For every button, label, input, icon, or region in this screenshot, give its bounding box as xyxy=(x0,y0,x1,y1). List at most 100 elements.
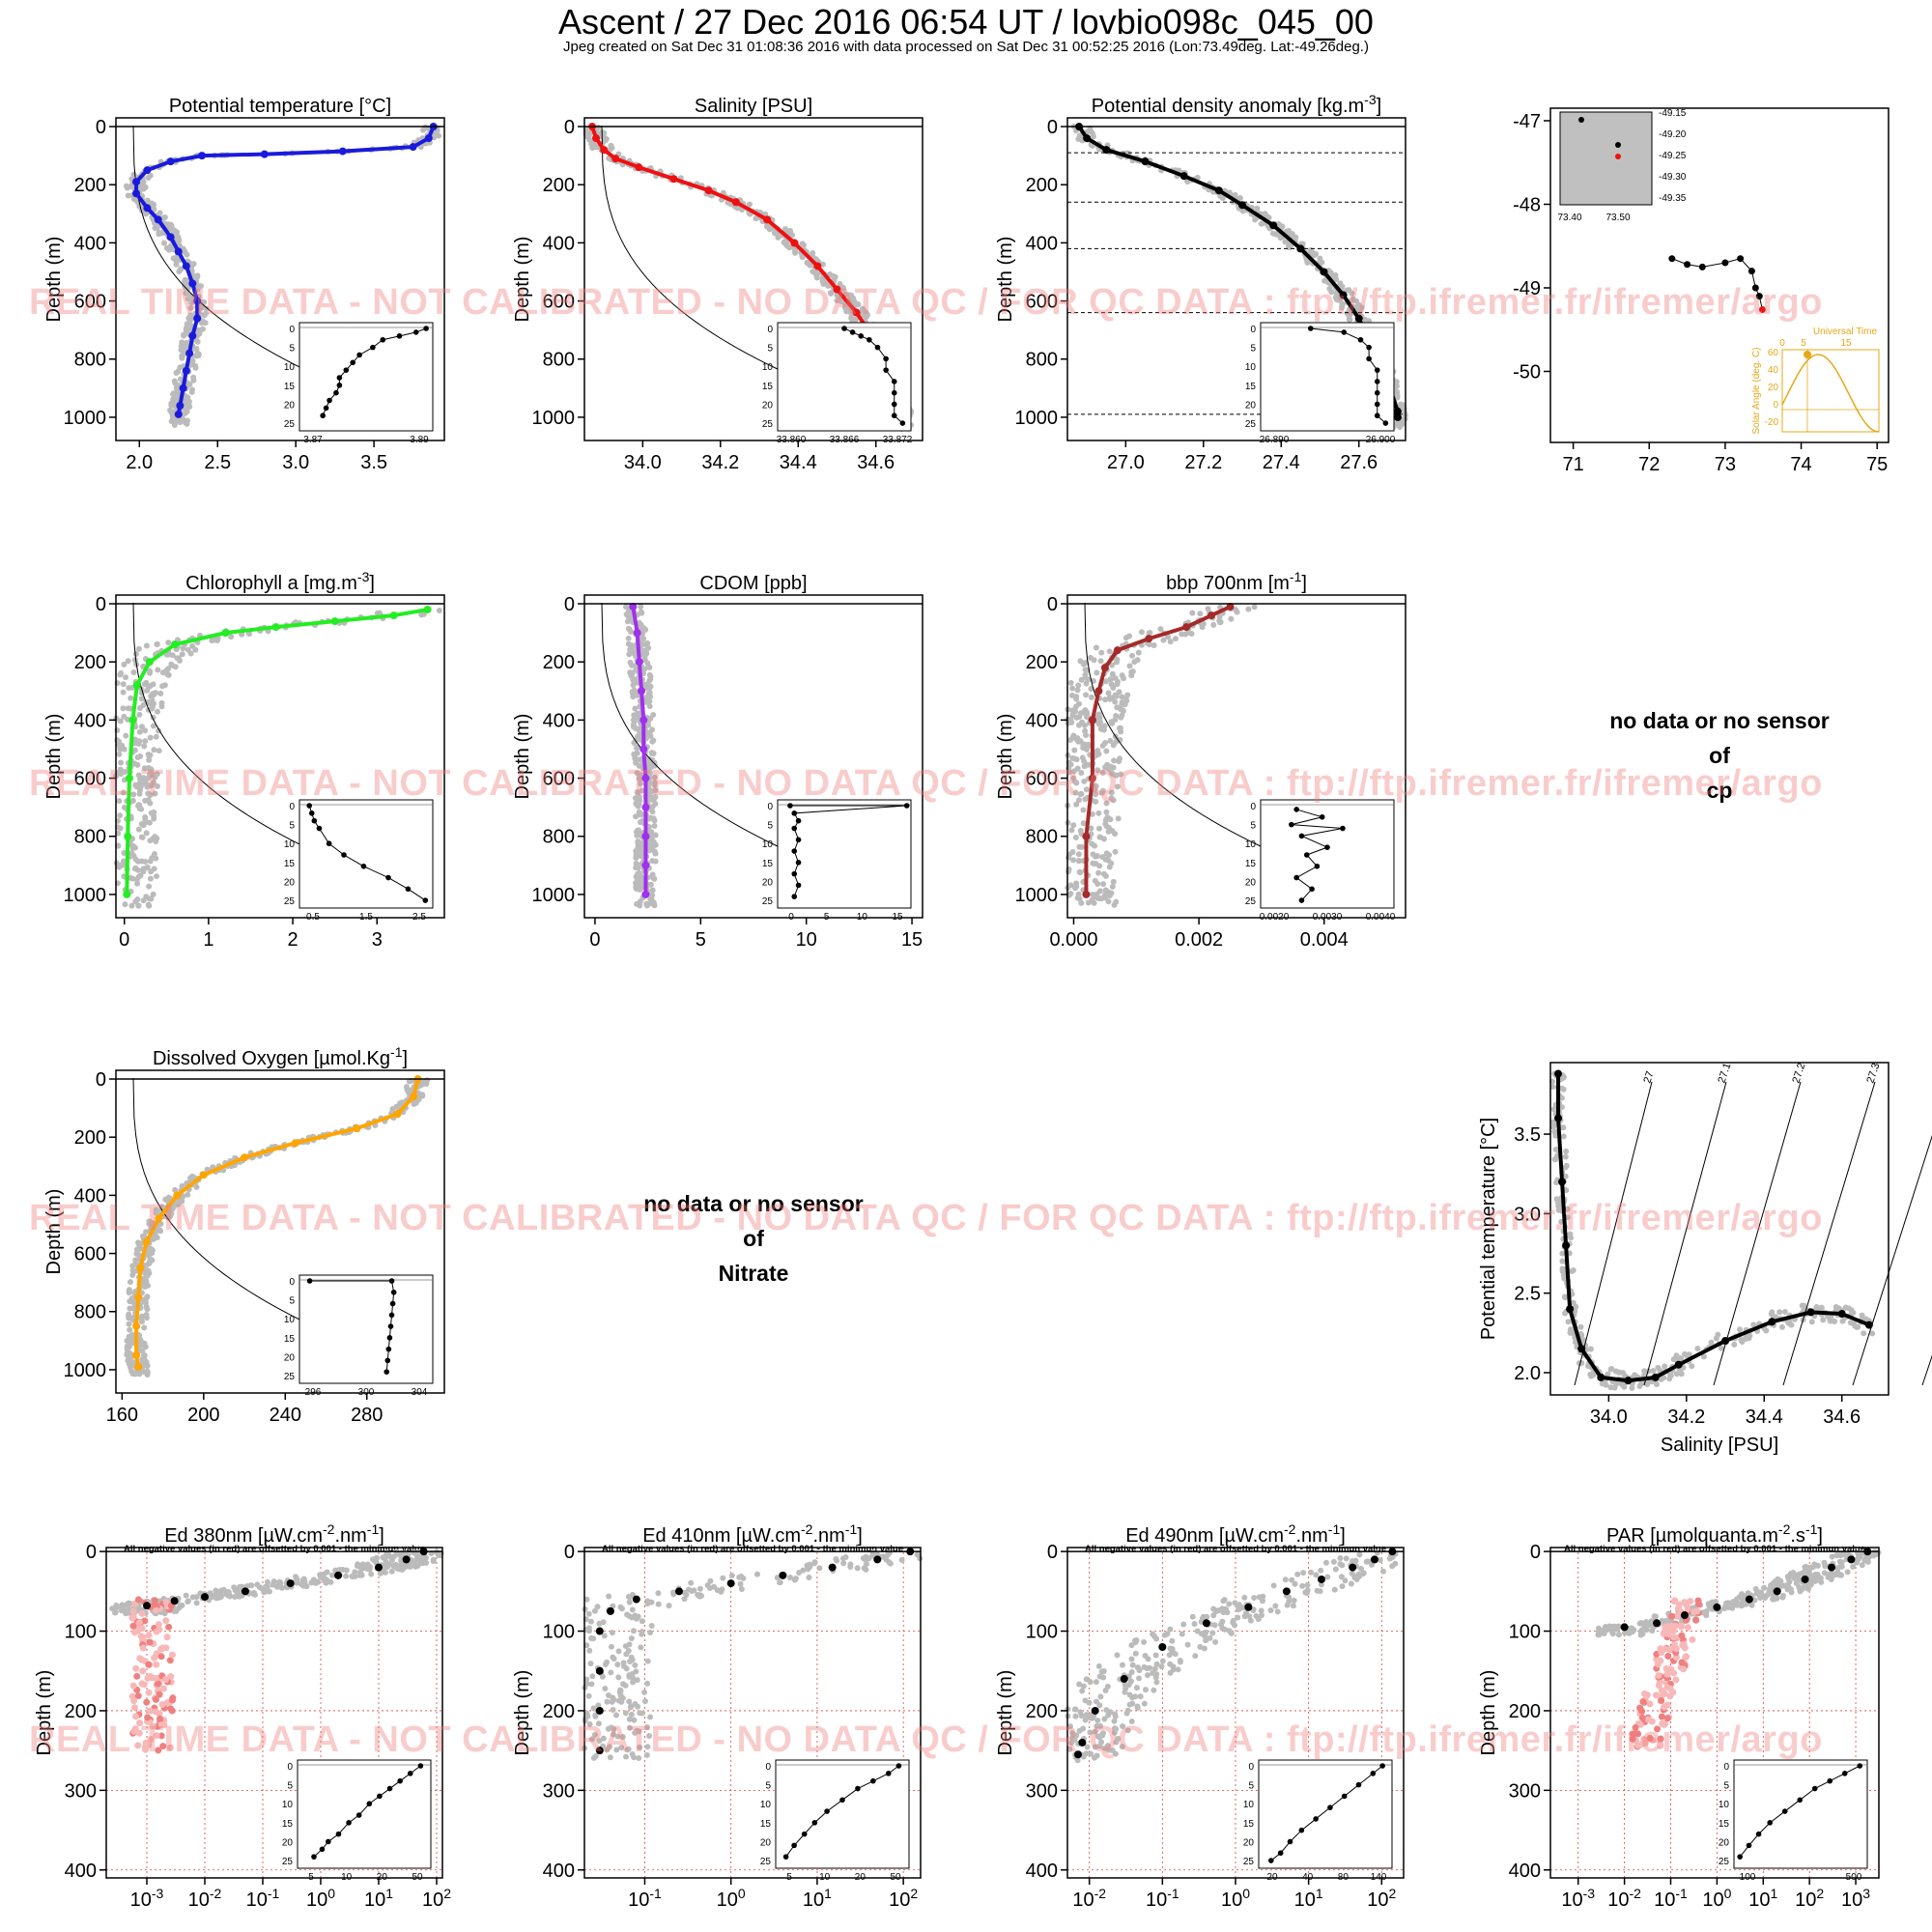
archive-point xyxy=(1253,1612,1260,1619)
archive-point xyxy=(666,1603,672,1609)
archive-point xyxy=(187,299,194,306)
profile-point-bbp xyxy=(1208,611,1216,620)
archive-point xyxy=(156,748,162,754)
archive-point xyxy=(645,722,652,728)
y-tick-label-dens: 200 xyxy=(1026,175,1058,196)
negative-point xyxy=(168,1651,176,1659)
archive-point xyxy=(625,635,632,641)
archive-point xyxy=(385,1561,392,1568)
archive-point xyxy=(737,1580,744,1587)
inset-y-tick-label-ed490: 5 xyxy=(1248,1781,1254,1792)
panel-title-dens: Potential density anomaly [kg.m-3] xyxy=(1092,92,1381,117)
archive-point xyxy=(1105,898,1112,905)
archive-point xyxy=(169,413,176,420)
archive-point xyxy=(189,386,196,393)
archive-point xyxy=(1608,1366,1615,1373)
x-tick-label-chl: 3 xyxy=(372,929,383,951)
archive-point xyxy=(1103,1707,1110,1714)
archive-point xyxy=(641,1689,648,1695)
inset-x-tick-label-temp: 3.87 xyxy=(303,435,323,445)
archive-point xyxy=(638,1644,644,1651)
negative-point xyxy=(134,1596,142,1604)
inset-x-tick-label-ed490: 140 xyxy=(1371,1872,1387,1883)
inset-y-tick-label-sal: 5 xyxy=(767,344,773,355)
archive-point xyxy=(1314,1587,1321,1594)
archive-point xyxy=(650,815,657,822)
archive-point xyxy=(393,1561,400,1568)
archive-point xyxy=(590,1635,597,1642)
y-tick-label-ed410: 0 xyxy=(564,1542,575,1563)
profile-point-temp xyxy=(338,147,347,156)
y-tick-label-dens: 800 xyxy=(1026,350,1058,371)
archive-point xyxy=(811,1559,818,1566)
archive-point xyxy=(1351,1575,1358,1581)
profile-point-ed410 xyxy=(632,1595,640,1604)
archive-point xyxy=(1101,723,1108,729)
archive-point xyxy=(419,1556,426,1563)
archive-point xyxy=(1210,621,1217,628)
x-tick-label-oxy: 240 xyxy=(270,1405,301,1426)
archive-point xyxy=(1189,610,1196,616)
archive-point xyxy=(1134,1703,1141,1710)
archive-point xyxy=(641,1698,648,1705)
profile-point-oxy xyxy=(132,1350,141,1359)
archive-point xyxy=(1094,880,1101,887)
location-inset-y-label: -49.35 xyxy=(1659,193,1687,204)
archive-point xyxy=(646,664,653,670)
archive-point xyxy=(232,1587,239,1594)
archive-point xyxy=(193,1600,200,1606)
profile-point-cdom xyxy=(641,890,650,898)
archive-point xyxy=(610,1694,616,1701)
archive-point xyxy=(165,666,172,672)
archive-point xyxy=(1845,1305,1852,1312)
archive-point xyxy=(1169,1637,1176,1644)
inset-y-tick-label-oxy: 20 xyxy=(284,1352,296,1363)
archive-point xyxy=(132,856,139,863)
archive-point xyxy=(1343,1555,1350,1562)
x-tick-label-cdom: 15 xyxy=(901,929,923,951)
archive-point xyxy=(738,1585,745,1592)
archive-point xyxy=(147,858,154,865)
archive-point xyxy=(1216,617,1223,624)
archive-point xyxy=(1069,707,1076,714)
y-tick-label-ed410: 100 xyxy=(543,1622,575,1643)
x-tick-label-ed380: 10-1 xyxy=(246,1886,280,1911)
archive-point xyxy=(1123,1710,1130,1717)
profile-point-sal xyxy=(611,155,620,163)
archive-point xyxy=(633,745,639,752)
ts-profile-point xyxy=(1806,1308,1815,1317)
archive-point xyxy=(1132,1650,1139,1657)
archive-point xyxy=(228,634,235,640)
archive-point xyxy=(1076,843,1083,850)
x-tick-label-ts: 34.4 xyxy=(1746,1406,1783,1428)
panel-title-sal: Salinity [PSU] xyxy=(695,96,812,117)
archive-point xyxy=(1137,1693,1144,1700)
archive-point xyxy=(786,1575,793,1581)
inset-y-tick-label-oxy: 15 xyxy=(284,1334,296,1345)
archive-point xyxy=(594,1604,601,1610)
archive-point xyxy=(412,1099,419,1106)
inset-y-tick-label-cdom: 15 xyxy=(762,859,774,869)
negative-point xyxy=(139,1667,147,1675)
negative-point xyxy=(145,1632,153,1639)
x-tick-label-map: 71 xyxy=(1562,454,1583,475)
archive-point xyxy=(1090,851,1096,858)
solar-x-label: 15 xyxy=(1840,338,1852,349)
y-tick-label-ed380: 0 xyxy=(86,1542,97,1563)
archive-point xyxy=(112,1609,119,1616)
archive-point xyxy=(173,384,180,391)
inset-y-tick-label-bbp: 15 xyxy=(1245,859,1257,869)
panel-sal: Salinity [PSU]Depth (m)02004006008001000… xyxy=(512,96,923,473)
archive-point xyxy=(144,687,151,694)
archive-point xyxy=(156,229,162,236)
x-tick-label-sal: 34.4 xyxy=(780,452,817,473)
archive-point xyxy=(625,1647,632,1654)
profile-point-dens xyxy=(1141,157,1150,166)
archive-point xyxy=(190,261,197,268)
archive-point xyxy=(649,871,656,878)
archive-point xyxy=(1577,1323,1584,1330)
archive-point xyxy=(1603,1381,1609,1388)
